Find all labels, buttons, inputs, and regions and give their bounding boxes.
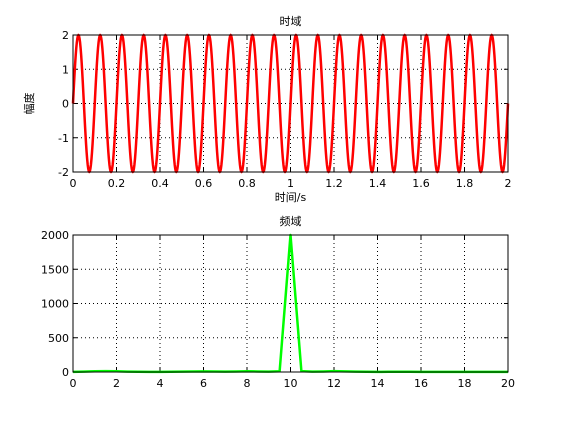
x-tick-label: 2 xyxy=(113,377,120,390)
x-tick-label: 8 xyxy=(244,377,251,390)
axes-frame xyxy=(72,234,509,373)
x-tick-label: 4 xyxy=(157,377,164,390)
x-tick-label: 14 xyxy=(371,377,385,390)
x-tick-label: 10 xyxy=(284,377,298,390)
y-tick-label: 2000 xyxy=(41,229,69,242)
x-tick-label: 0 xyxy=(70,377,77,390)
y-tick-label: 2 xyxy=(62,29,69,42)
y-axis-label: 幅度 xyxy=(22,93,36,115)
series-line-0 xyxy=(71,33,510,174)
y-tick-label: 0 xyxy=(62,366,69,379)
x-tick-label: 1.8 xyxy=(456,177,474,190)
x-tick-label: 6 xyxy=(200,377,207,390)
y-tick-label: -2 xyxy=(58,166,69,179)
x-axis-label: 时间/s xyxy=(275,191,307,204)
x-tick-label: 12 xyxy=(327,377,341,390)
y-tick-label: 1500 xyxy=(41,263,69,276)
x-tick-label: 1.4 xyxy=(369,177,387,190)
x-tick-label: 18 xyxy=(458,377,472,390)
x-tick-label: 0.4 xyxy=(151,177,169,190)
x-tick-label: 16 xyxy=(414,377,428,390)
x-tick-label: 1 xyxy=(287,177,294,190)
y-tick-label: 1 xyxy=(62,63,69,76)
x-tick-label: 0.6 xyxy=(195,177,213,190)
axes-frame xyxy=(72,34,509,173)
x-tick-label: 0.2 xyxy=(108,177,126,190)
x-tick-label: 0.8 xyxy=(238,177,256,190)
x-tick-label: 20 xyxy=(501,377,515,390)
x-tick-label: 0 xyxy=(70,177,77,190)
chart-title: 时域 xyxy=(280,15,302,28)
y-tick-label: 1000 xyxy=(41,298,69,311)
y-tick-label: 500 xyxy=(48,332,69,345)
chart-title: 频域 xyxy=(280,214,302,228)
x-tick-label: 1.6 xyxy=(412,177,430,190)
x-tick-label: 1.2 xyxy=(325,177,343,190)
y-tick-label: -1 xyxy=(58,132,69,145)
y-tick-label: 0 xyxy=(62,98,69,111)
x-tick-label: 2 xyxy=(505,177,512,190)
